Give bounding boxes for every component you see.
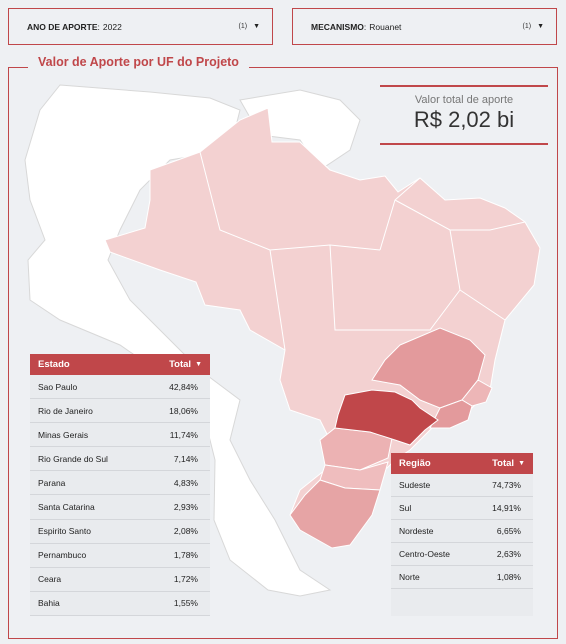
neighbor-north [239,89,361,171]
regiao-column-header[interactable]: Região [399,458,431,469]
estado-table-header: Estado Total ▼ [30,354,210,375]
panel-title: Valor de Aporte por UF do Projeto [28,55,249,69]
estado-column-header[interactable]: Estado [38,359,70,370]
chevron-down-icon[interactable]: ▼ [537,23,544,30]
kpi-card: Valor total de aporte R$ 2,02 bi [380,85,548,145]
filter-ano-count: (1) [238,23,248,30]
sort-down-icon[interactable]: ▼ [195,361,202,368]
filter-ano-de-aporte[interactable]: ANO DE APORTE: 2022 (1) ▼ [8,8,273,45]
state-espirito-santo [461,379,493,407]
filter-ano-value: 2022 [102,21,122,32]
state-rio-de-janeiro [429,399,473,429]
chevron-down-icon[interactable]: ▼ [253,23,260,30]
state-sao-paulo [334,389,439,446]
table-row[interactable]: Espirito Santo 2,08% [30,520,210,544]
table-row[interactable]: Minas Gerais 11,74% [30,423,210,448]
table-row[interactable]: Ceara 1,72% [30,568,210,592]
table-row[interactable]: Norte 1,08% [391,566,533,589]
table-row[interactable]: Centro-Oeste 2,63% [391,543,533,566]
filter-mecanismo[interactable]: MECANISMO: Rouanet (1) ▼ [292,8,557,45]
filter-mecanismo-value: Rouanet [369,21,402,32]
filter-ano-label: ANO DE APORTE [27,21,98,32]
table-row[interactable]: Sul 14,91% [391,497,533,520]
table-row[interactable]: Bahia 1,55% [30,592,210,616]
table-row[interactable]: Sao Paulo 42,84% [30,375,210,400]
regiao-table: Região Total ▼ Sudeste 74,73% Sul 14,91% N… [391,453,533,616]
estado-table: Estado Total ▼ Sao Paulo 42,84% Rio de Ja… [30,354,210,616]
regiao-table-header: Região Total ▼ [391,453,533,474]
sort-down-icon[interactable]: ▼ [518,460,525,467]
filter-mecanismo-label: MECANISMO [311,21,364,32]
total-column-header[interactable]: Total [492,458,515,469]
table-row[interactable]: Rio Grande do Sul 7,14% [30,447,210,472]
table-row[interactable]: Nordeste 6,65% [391,520,533,543]
table-row[interactable]: Sudeste 74,73% [391,474,533,497]
total-column-header[interactable]: Total [169,359,192,370]
state-rio-grande-do-sul [289,479,381,549]
filter-mecanismo-count: (1) [522,23,532,30]
kpi-label: Valor total de aporte [414,94,514,106]
state-borders [199,141,526,351]
table-row[interactable]: Pernambuco 1,78% [30,544,210,568]
table-row[interactable]: Parana 4,83% [30,471,210,496]
table-row[interactable]: Rio de Janeiro 18,06% [30,399,210,424]
kpi-value: R$ 2,02 bi [413,107,515,132]
table-row[interactable]: Santa Catarina 2,93% [30,495,210,520]
